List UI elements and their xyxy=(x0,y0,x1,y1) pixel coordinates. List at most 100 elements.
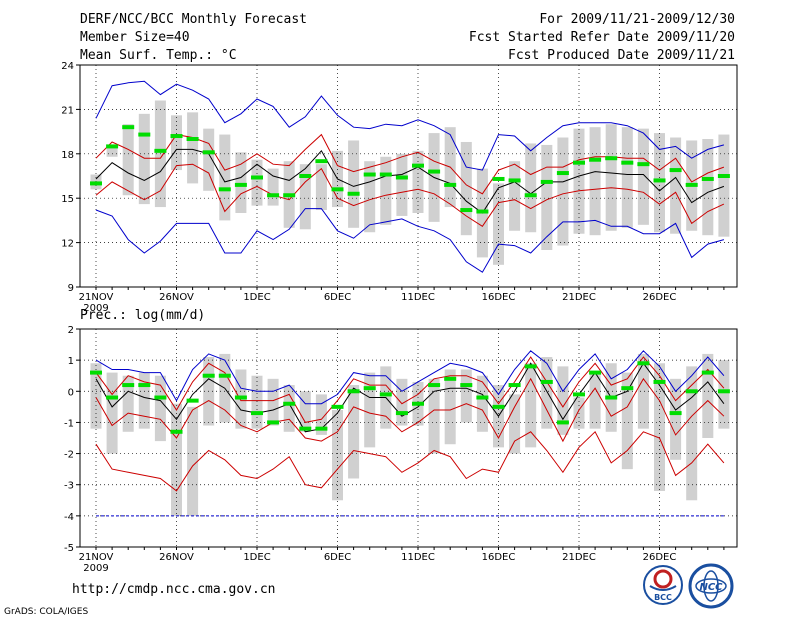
spread-box xyxy=(138,113,150,205)
spread-box xyxy=(90,363,102,429)
spread-box xyxy=(396,378,408,426)
y-tick-label: 9 xyxy=(68,283,74,294)
median-marker xyxy=(701,176,714,181)
lower-outer-line xyxy=(95,430,725,492)
x-tick-label: 26DEC xyxy=(643,292,677,303)
upper-inner-line xyxy=(95,356,725,423)
y-tick-label: 21 xyxy=(61,105,74,116)
spread-box xyxy=(364,372,376,448)
spread-box xyxy=(605,124,617,231)
median-marker xyxy=(331,404,344,409)
x-tick-year: 2009 xyxy=(83,303,108,314)
median-marker xyxy=(234,182,247,187)
y-tick-label: -2 xyxy=(64,450,74,461)
median-marker xyxy=(170,134,183,139)
spread-box xyxy=(637,353,649,429)
spread-box xyxy=(348,140,360,228)
spread-box xyxy=(557,366,569,435)
spread-box xyxy=(235,152,247,213)
median-marker xyxy=(573,392,585,397)
spread-box xyxy=(203,128,215,191)
median-marker xyxy=(267,420,280,425)
median-marker xyxy=(283,193,296,198)
y-tick-label: -1 xyxy=(64,418,74,429)
x-tick-label: 21NOV xyxy=(79,292,114,303)
chart-title: DERF/NCC/BCC Monthly Forecast xyxy=(80,12,307,27)
median-marker xyxy=(476,209,489,214)
x-tick-label: 21DEC xyxy=(562,292,596,303)
spread-box xyxy=(541,144,553,250)
median-marker xyxy=(202,373,215,378)
median-marker xyxy=(283,401,296,406)
median-marker xyxy=(299,174,312,178)
spread-box xyxy=(348,385,360,479)
precip-panel-label: Prec.: log(mm/d) xyxy=(80,308,206,323)
member-size-label: Member Size=40 xyxy=(80,30,190,45)
median-marker xyxy=(701,370,714,375)
median-marker xyxy=(605,395,618,400)
spread-box xyxy=(718,134,730,237)
spread-box xyxy=(332,409,343,501)
forecast-start-date: Fcst Started Refer Date 2009/11/20 xyxy=(468,30,735,45)
median-marker xyxy=(154,148,167,153)
median-marker xyxy=(476,395,489,400)
spread-box xyxy=(509,161,521,231)
spread-box xyxy=(315,164,327,211)
median-marker xyxy=(347,389,360,394)
spread-box xyxy=(493,183,504,265)
spread-box xyxy=(428,378,440,454)
spread-box xyxy=(621,372,633,470)
spread-box xyxy=(299,391,311,432)
x-tick-label: 26NOV xyxy=(159,292,194,303)
spread-box xyxy=(460,369,472,423)
median-marker xyxy=(428,383,441,388)
median-marker xyxy=(122,125,135,130)
spread-box xyxy=(396,153,408,216)
median-marker xyxy=(524,364,537,369)
spread-box xyxy=(283,385,295,432)
x-tick-year: 2009 xyxy=(83,563,108,574)
median-marker xyxy=(717,174,730,178)
x-tick-label: 26DEC xyxy=(643,552,677,563)
median-marker xyxy=(234,395,247,400)
median-marker xyxy=(363,172,376,177)
spread-box xyxy=(171,115,182,171)
spread-box xyxy=(589,127,601,236)
spread-box xyxy=(187,112,199,184)
median-marker xyxy=(106,144,119,149)
y-tick-label: 1 xyxy=(68,356,74,367)
grads-credit: GrADS: COLA/IGES xyxy=(4,607,89,617)
spread-box xyxy=(251,375,263,429)
spread-box xyxy=(267,168,279,206)
median-marker xyxy=(363,386,376,391)
median-marker xyxy=(589,157,602,162)
y-tick-label: 0 xyxy=(68,387,74,398)
spread-box xyxy=(251,159,263,206)
median-marker xyxy=(299,426,312,431)
median-marker xyxy=(90,370,102,375)
spread-box xyxy=(380,156,392,225)
median-marker xyxy=(138,132,151,137)
spread-box xyxy=(702,353,714,438)
spread-box xyxy=(589,372,601,429)
x-tick-label: 6DEC xyxy=(324,292,351,303)
spread-box xyxy=(541,357,553,429)
median-marker xyxy=(331,187,344,192)
spread-box xyxy=(299,164,311,230)
median-marker xyxy=(637,361,650,366)
spread-box xyxy=(444,369,456,445)
median-marker xyxy=(379,392,392,397)
spread-box xyxy=(557,137,569,246)
y-tick-label: -5 xyxy=(64,543,74,554)
spread-box xyxy=(654,363,665,491)
median-marker xyxy=(508,178,521,183)
median-marker xyxy=(685,389,698,394)
spread-box xyxy=(267,378,279,426)
spread-box xyxy=(654,133,665,233)
x-tick-label: 21NOV xyxy=(79,552,114,563)
source-url[interactable]: http://cmdp.ncc.cma.gov.cn xyxy=(72,582,276,597)
median-marker xyxy=(621,386,634,391)
y-tick-label: 2 xyxy=(68,325,74,336)
ensemble-mean-line xyxy=(95,362,725,433)
